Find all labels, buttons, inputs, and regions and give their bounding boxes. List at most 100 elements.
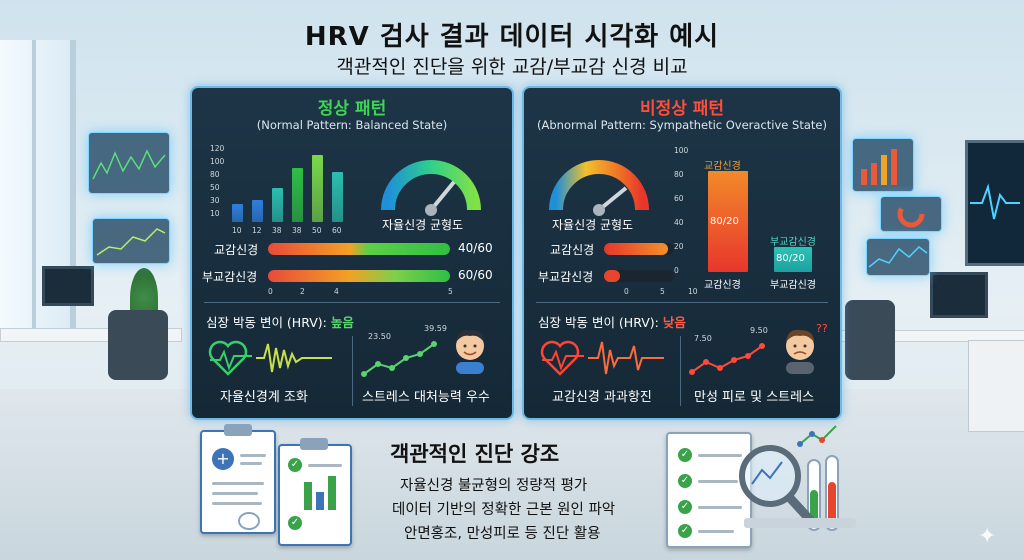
abnormal-x-tick: 교감신경 (704, 280, 741, 291)
abnormal-x-tick: 부교감신경 (770, 280, 816, 291)
right-monitor (930, 272, 988, 318)
separator (352, 336, 353, 406)
normal-axis-tick: 4 (334, 287, 339, 296)
normal-x-tick: 12 (252, 226, 262, 235)
sparkle-icon: ✦ (978, 524, 997, 549)
normal-hrv-value: 높음 (330, 315, 354, 330)
abnormal-gauge-label: 자율신경 균형도 (552, 218, 634, 232)
abnormal-bar-legend: 교감신경 (704, 161, 741, 173)
normal-y-tick: 50 (210, 183, 220, 192)
red-heart-wave-icon (540, 340, 664, 376)
separator (204, 302, 500, 303)
smiling-person-icon (456, 329, 484, 374)
abnormal-hrv-value: 낮음 (662, 315, 686, 330)
checklist-icon: ✓ ✓ ✓ ✓ (666, 432, 752, 548)
abnormal-bar-chart: 100 80 60 40 20 0 80/20 교감신경 교감신경 80/20 부교감신경 부교감신… (674, 144, 834, 294)
abnormal-axis-tick: 0 (624, 287, 629, 296)
holo-chart-right-top (852, 138, 914, 192)
normal-y-tick: 10 (210, 209, 220, 218)
normal-bar (272, 187, 283, 222)
abnormal-mini-value-start: 7.50 (694, 334, 712, 343)
normal-bar (232, 204, 243, 222)
abnormal-row-label-para: 부교감신경 (538, 270, 594, 284)
normal-x-tick: 60 (332, 226, 342, 235)
normal-hrv-label: 심장 박동 변이 (HRV): (206, 315, 327, 330)
normal-bar (292, 168, 303, 222)
normal-pattern-panel: 정상 패턴 (Normal Pattern: Balanced State) 1… (190, 86, 514, 420)
normal-row-label-sympathetic: 교감신경 (214, 243, 259, 257)
abnormal-y-tick: 60 (674, 194, 684, 203)
abnormal-caption-left: 교감신경 과과항진 (552, 390, 652, 405)
normal-y-tick: 100 (210, 157, 225, 166)
window (0, 40, 76, 340)
abnormal-y-tick: 100 (674, 146, 689, 155)
normal-caption-left: 자율신경계 조화 (220, 390, 308, 405)
normal-row-label-para: 부교감신경 (202, 270, 258, 284)
abnormal-y-tick: 20 (674, 242, 684, 251)
normal-sym-bar (268, 243, 450, 255)
normal-mini-line-chart (361, 341, 437, 377)
separator (680, 336, 681, 406)
abnormal-y-tick: 0 (674, 266, 679, 275)
floor (0, 389, 1024, 559)
normal-y-tick: 30 (210, 196, 220, 205)
normal-bar (252, 200, 263, 222)
abnormal-bar-legend: 부교감신경 (770, 236, 816, 248)
page-title: HRV 검사 결과 데이터 시각화 예시 (304, 22, 720, 52)
bottom-line-1: 자율신경 불균형의 정량적 평가 (400, 478, 588, 494)
magnifier-testtube-icon (739, 425, 856, 531)
holo-chart-left-bottom (92, 218, 170, 264)
abnormal-panel-title: 비정상 패턴 (639, 99, 725, 119)
abnormal-bar-value: 80/20 (776, 252, 805, 264)
report-clipboard-icon: ✓ ✓ (278, 438, 352, 546)
normal-x-tick: 38 (292, 226, 302, 235)
svg-text:??: ?? (816, 322, 828, 335)
holo-chart-left-top (88, 132, 170, 194)
abnormal-para-bar (604, 270, 620, 282)
bottom-line-2: 데이터 기반의 정확한 근본 원인 파악 (392, 502, 616, 518)
abnormal-y-tick: 80 (674, 170, 684, 179)
normal-sym-value: 40/60 (458, 241, 493, 255)
abnormal-hrv-label: 심장 박동 변이 (HRV): (538, 315, 659, 330)
normal-axis-tick: 0 (268, 287, 273, 296)
abnormal-row-label-sympathetic: 교감신경 (550, 243, 595, 257)
abnormal-caption-right: 만성 피로 및 스트레스 (694, 390, 815, 405)
normal-x-tick: 50 (312, 226, 322, 235)
wall-monitor (965, 140, 1024, 266)
normal-bar (332, 171, 343, 222)
bottom-title: 객관적인 진단 강조 (390, 442, 560, 466)
green-heart-wave-icon (208, 340, 332, 376)
holo-line-right (866, 238, 930, 276)
right-chair (845, 300, 895, 380)
normal-x-tick: 10 (232, 226, 242, 235)
normal-x-tick: 38 (272, 226, 282, 235)
normal-bar-chart: 120 100 80 50 30 10 10 12 38 38 50 60 (210, 144, 360, 236)
normal-y-tick: 120 (210, 144, 225, 153)
normal-axis-tick: 5 (448, 287, 453, 296)
drawer-cabinet (968, 340, 1024, 432)
normal-para-value: 60/60 (458, 268, 493, 282)
normal-y-tick: 80 (210, 170, 220, 179)
abnormal-panel-subtitle: (Abnormal Pattern: Sympathetic Overactiv… (537, 118, 827, 132)
abnormal-balance-gauge (549, 160, 649, 216)
abnormal-para-bar-track (604, 270, 674, 282)
normal-mini-value-start: 23.50 (368, 332, 391, 341)
office-chair (108, 310, 168, 380)
abnormal-axis-tick: 10 (688, 287, 698, 296)
normal-panel-subtitle: (Normal Pattern: Balanced State) (256, 118, 448, 132)
normal-para-bar (268, 270, 450, 282)
normal-mini-value-end: 39.59 (424, 324, 447, 333)
medical-clipboard-icon: + (200, 424, 276, 534)
normal-panel-title: 정상 패턴 (317, 99, 387, 119)
abnormal-mini-value-end: 9.50 (750, 326, 768, 335)
left-monitor (42, 266, 94, 306)
stressed-person-icon: ?? (786, 322, 828, 374)
normal-balance-gauge (381, 160, 481, 216)
normal-gauge-label: 자율신경 균형도 (382, 218, 464, 232)
abnormal-y-tick: 40 (674, 218, 684, 227)
page-subtitle: 객관적인 진단을 위한 교감/부교감 신경 비교 (336, 56, 688, 78)
abnormal-mini-line-chart (689, 343, 765, 375)
bottom-line-3: 안면홍조, 만성피로 등 진단 활용 (404, 526, 601, 542)
holo-donut (880, 196, 942, 232)
